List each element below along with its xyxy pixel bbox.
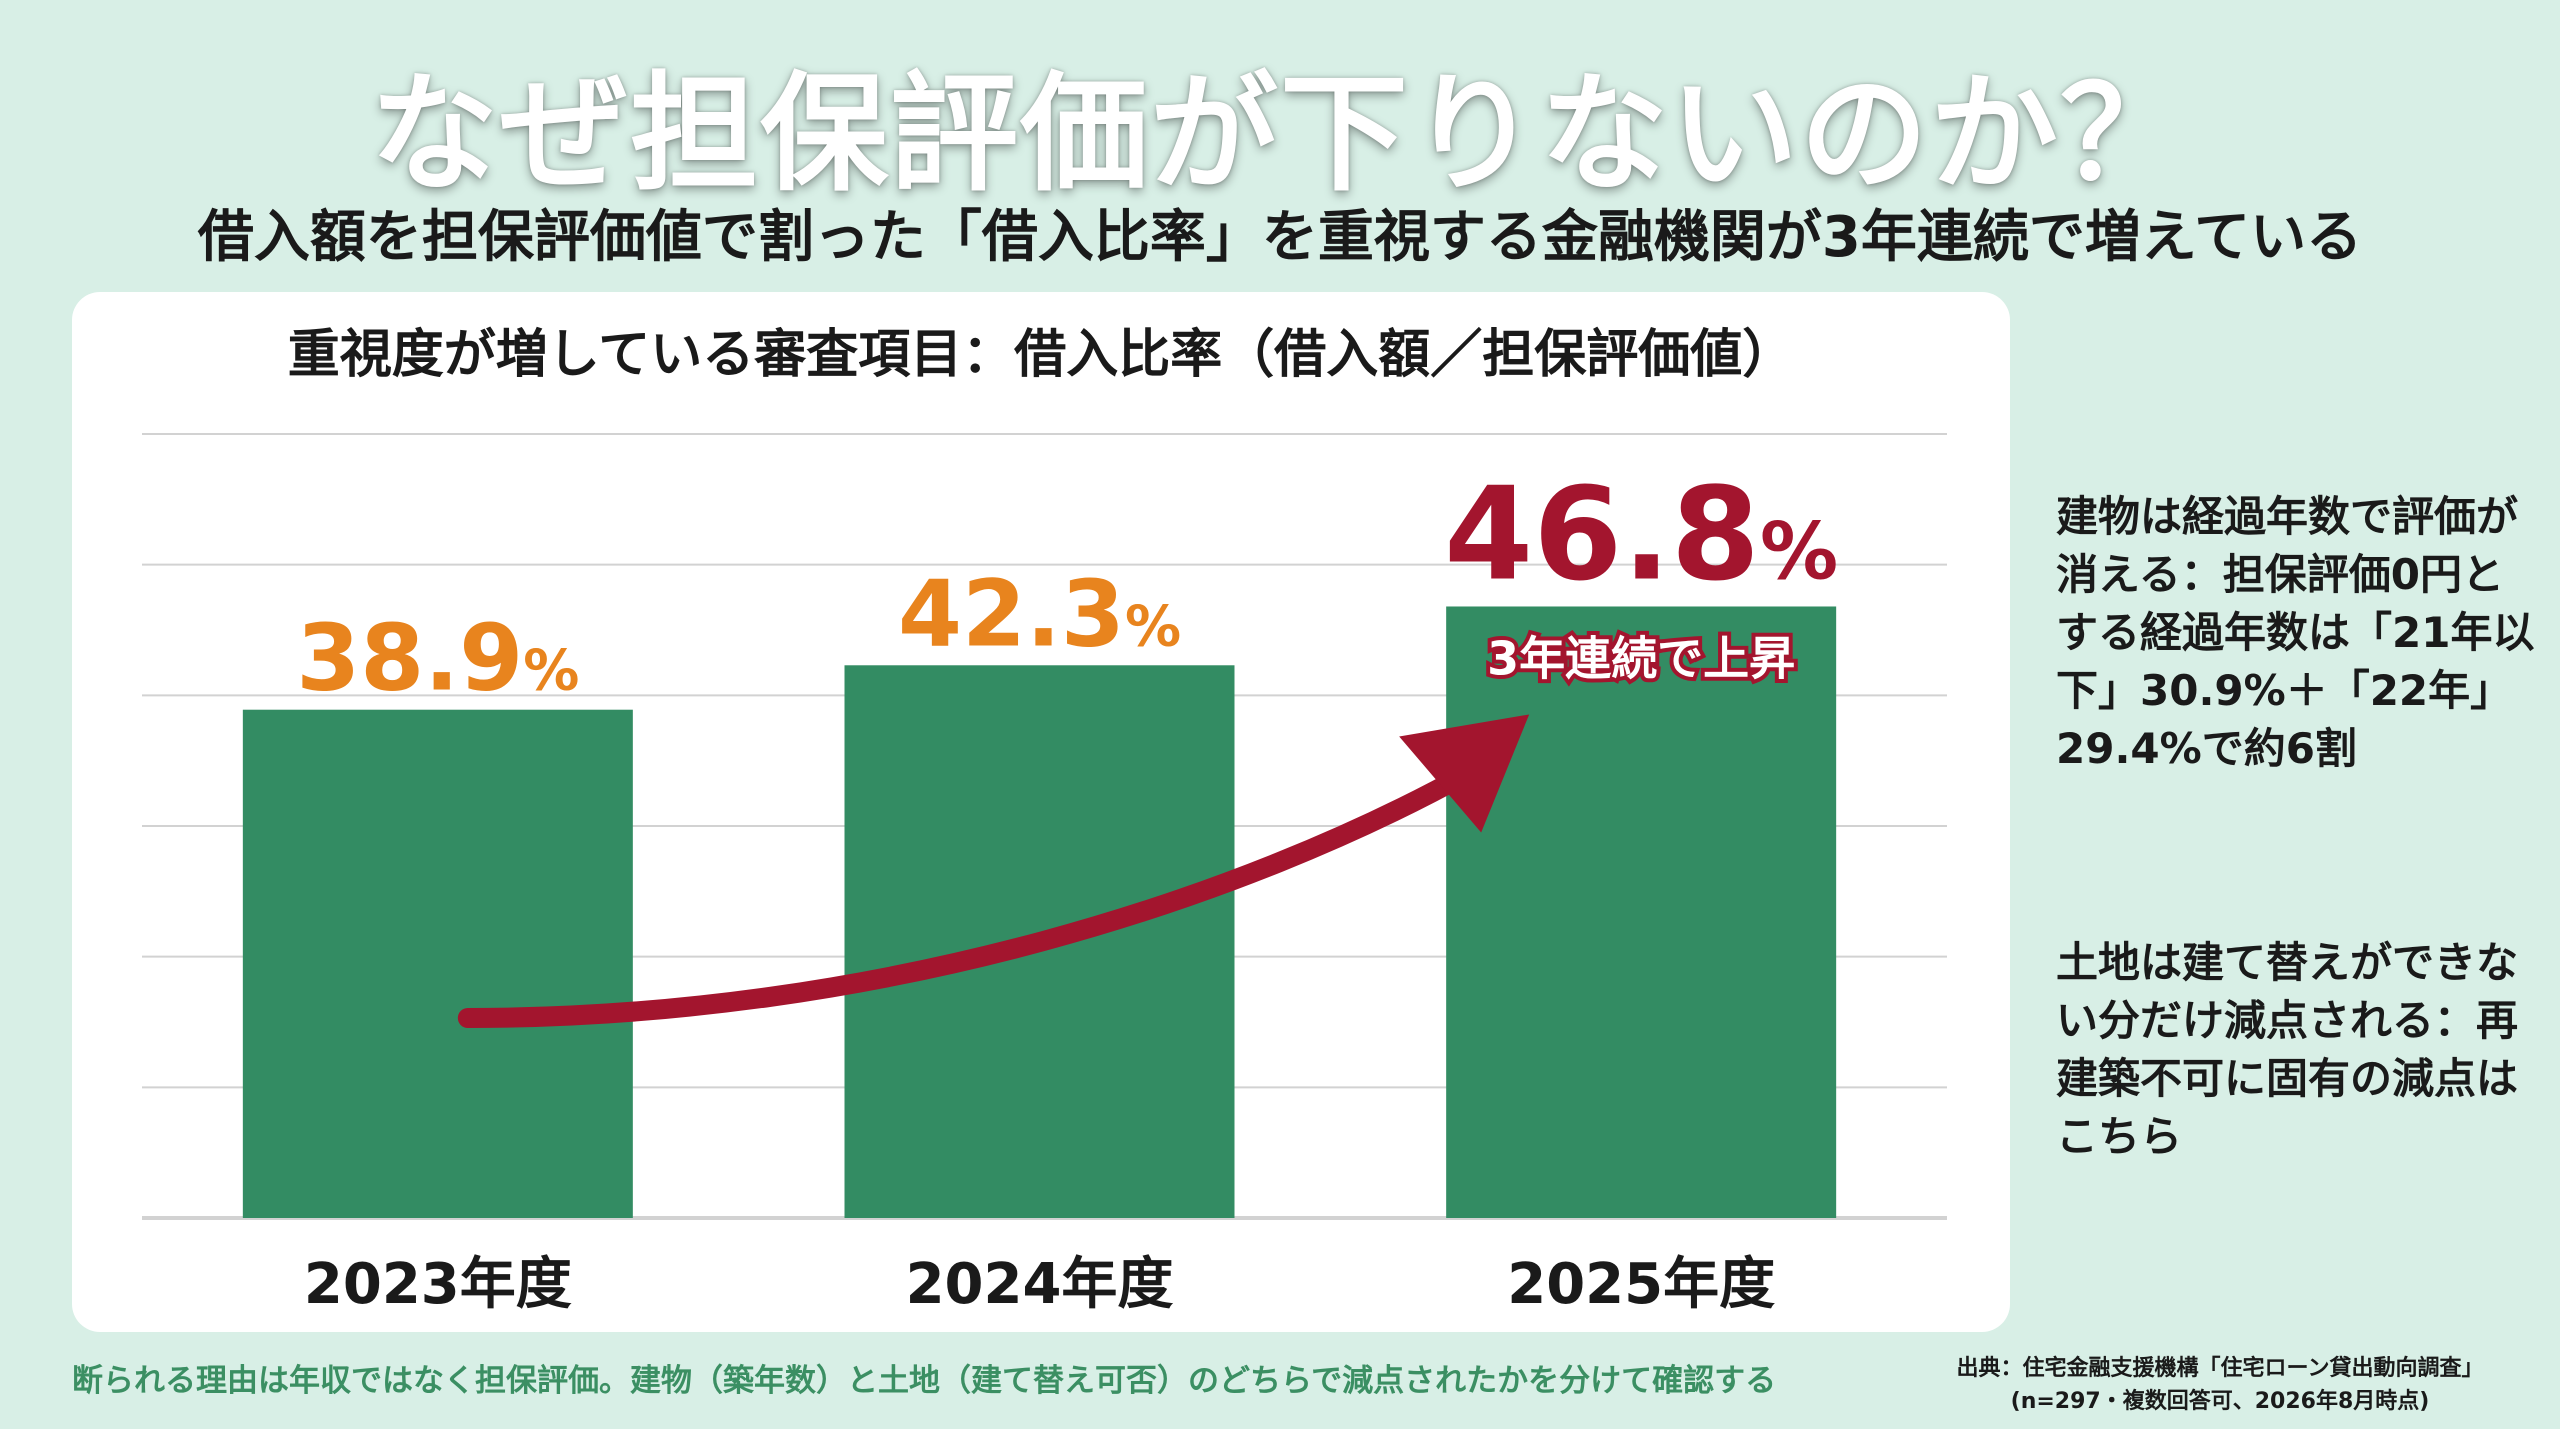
x-tick-label: 2025年度: [1507, 1252, 1775, 1317]
source-citation: 出典：住宅金融支援機構「住宅ローン貸出動向調査」: [1956, 1356, 2484, 1381]
page-title: なぜ担保評価が下りないのか？: [369, 60, 2190, 209]
value-label-2025年度: 46.8%: [1444, 460, 1838, 609]
chart-title: 重視度が増している審査項目：借入比率（借入額／担保評価値）: [288, 325, 1794, 385]
value-label-2023年度: 38.9%: [296, 605, 579, 712]
bar-chart: 重視度が増している審査項目：借入比率（借入額／担保評価値） 2023年度 38.9…: [142, 325, 1947, 1317]
chart-card: 重視度が増している審査項目：借入比率（借入額／担保評価値） 2023年度 38.9…: [72, 292, 2010, 1332]
x-tick-label: 2023年度: [304, 1252, 572, 1317]
source-sample-note: (n=297・複数回答可、2026年8月時点): [2010, 1389, 2430, 1414]
page-subtitle: 借入額を担保評価値で割った「借入比率」を重視する金融機関が3年連続で増えている: [197, 205, 2363, 270]
trend-arrow-head: [1399, 714, 1530, 833]
footer-note: 断られる理由は年収ではなく担保評価。建物（築年数）と土地（建て替え可否）のどちら…: [72, 1363, 1777, 1399]
bar-2023年度: [242, 709, 633, 1218]
annotation-consecutive-rise: 3年連続で上昇: [1487, 631, 1795, 685]
x-tick-label: 2024年度: [906, 1252, 1174, 1317]
value-label-2024年度: 42.3%: [898, 560, 1181, 667]
side-note-building: 建物は経過年数で評価が消える：担保評価0円とする経過年数は「21年以下」30.9…: [2056, 492, 2535, 773]
bar-2025年度: [1446, 606, 1837, 1218]
trend-arrow: [457, 762, 1480, 1028]
side-note-land: 土地は建て替えができない分だけ減点される：再建築不可に固有の減点はこちら: [2056, 938, 2519, 1161]
